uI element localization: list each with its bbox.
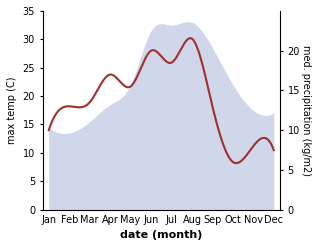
Y-axis label: med. precipitation (kg/m2): med. precipitation (kg/m2) [301,45,311,176]
Y-axis label: max temp (C): max temp (C) [7,77,17,144]
X-axis label: date (month): date (month) [120,230,203,240]
